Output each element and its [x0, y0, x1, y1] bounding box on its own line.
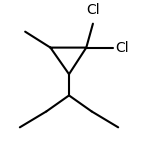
Text: Cl: Cl — [86, 3, 100, 17]
Text: Cl: Cl — [115, 41, 129, 55]
